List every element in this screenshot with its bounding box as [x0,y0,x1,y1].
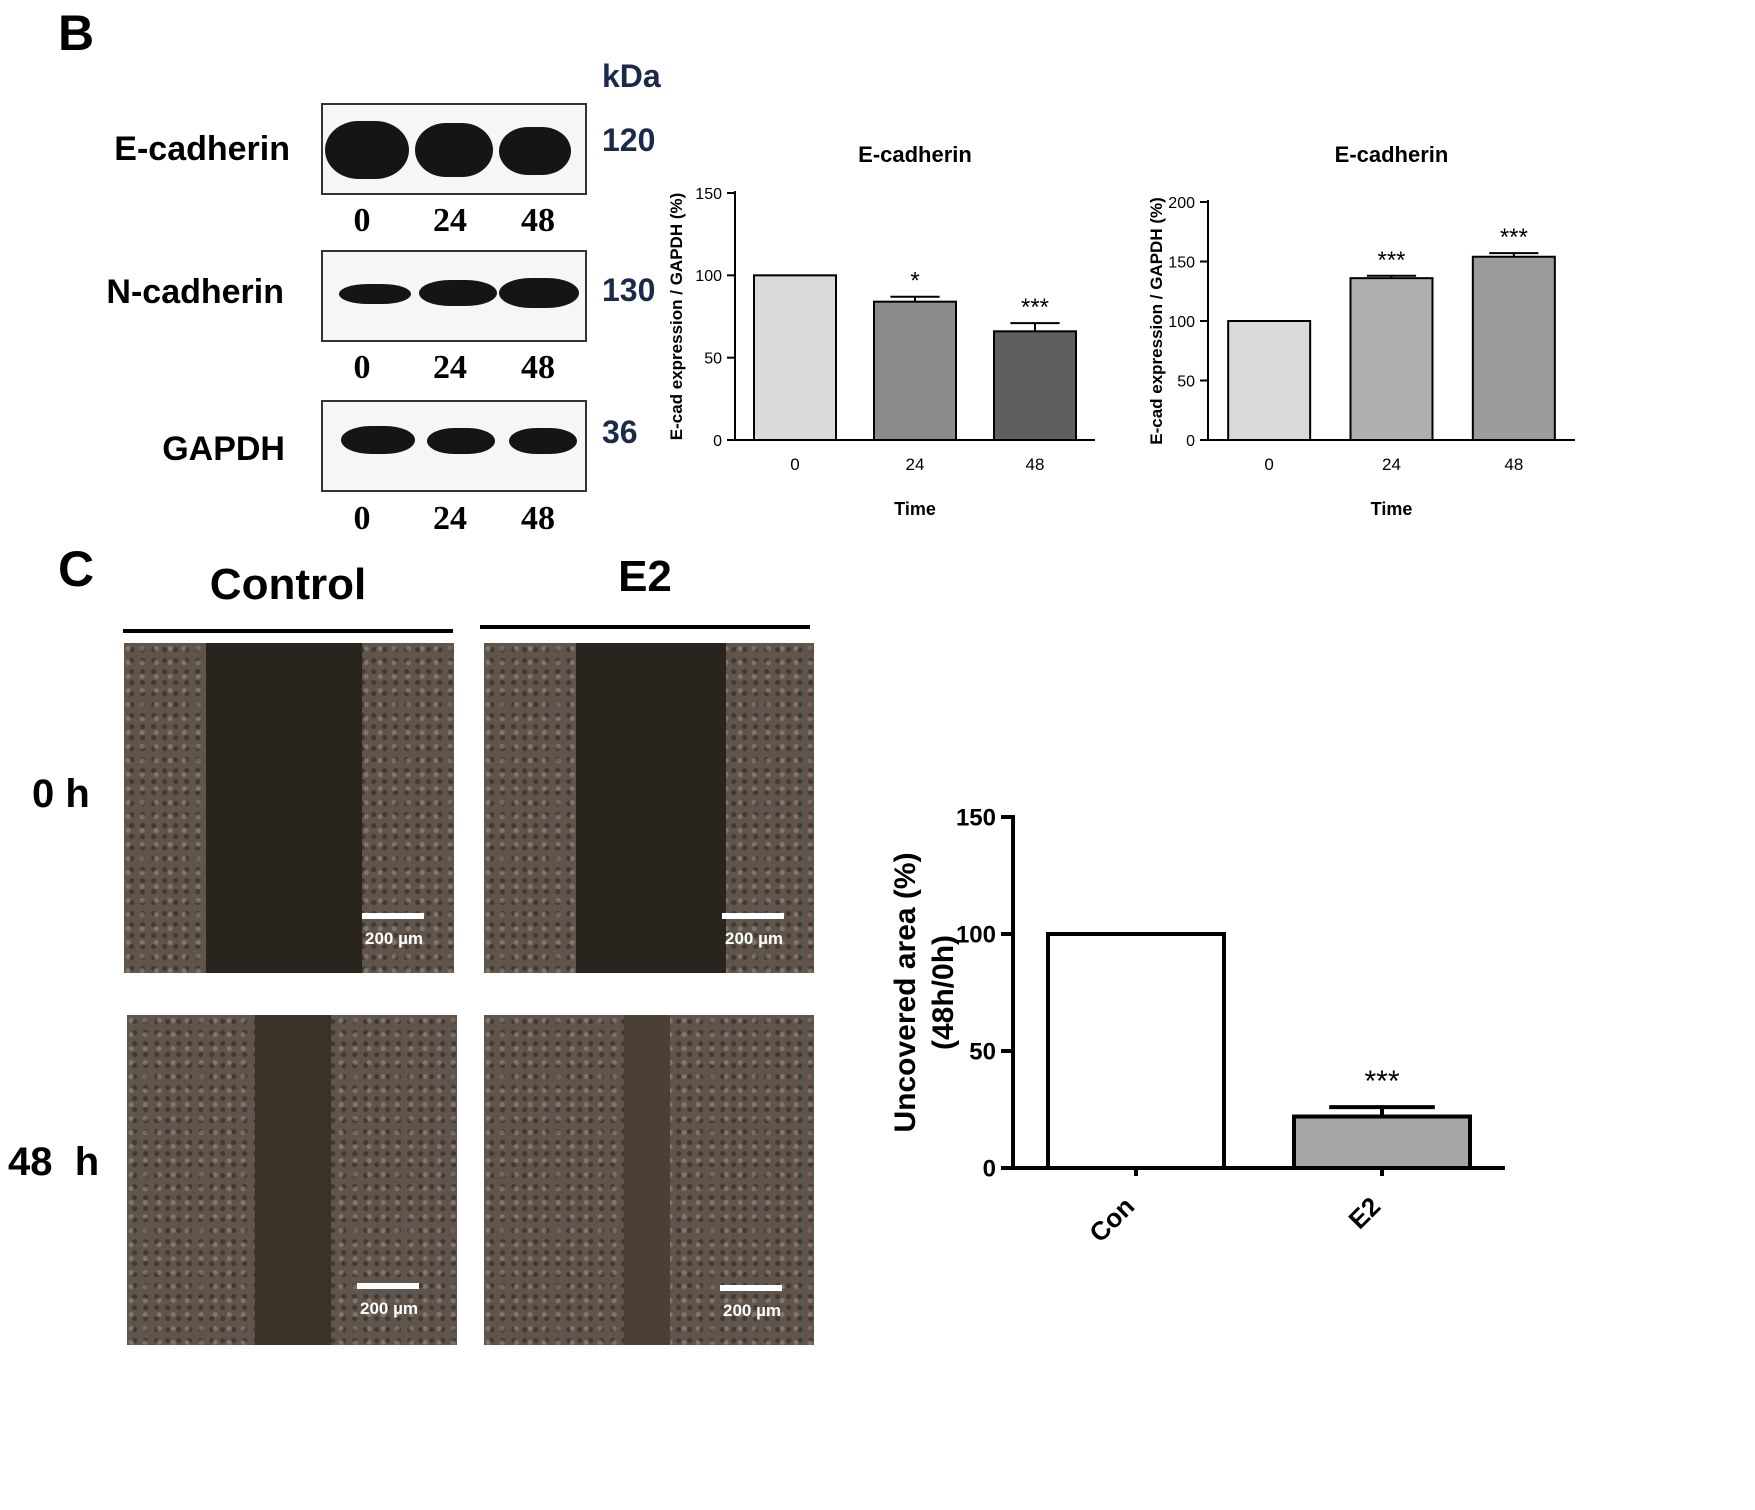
micrograph-control-0h: 200 µm [124,643,454,973]
wound-gap [206,643,362,973]
blot-band [509,428,577,454]
y-tick-label: 50 [969,1039,996,1066]
kda-value-gapdh: 36 [602,414,638,450]
uncovered-area-chart: 0 50 100 150 Uncovered area (%) (48h/0h) Con **… [889,805,1505,1248]
bar [993,330,1077,442]
wound-gap [624,1015,670,1345]
x-tick-label: 48 [1026,455,1045,474]
chart-title: E-cadherin [858,142,972,167]
wound-gap [255,1015,331,1345]
bar [873,300,957,441]
bar [1471,255,1556,441]
y-tick-label: 50 [704,350,722,367]
blot-band [499,127,571,175]
lane-label: 48 [521,202,555,239]
kda-unit-label: kDa [602,58,661,94]
lane-label: 0 [353,349,371,386]
panel-label-b: B [58,5,95,61]
x-tick-label: 24 [906,455,925,474]
lane-label: 24 [433,500,467,537]
blot-band [325,121,409,179]
y-tick-label: 100 [956,922,996,949]
condition-title-control: Control [209,560,367,609]
blot-label-gapdh: GAPDH [162,430,285,468]
scale-bar [720,1285,782,1291]
scale-bar-label: 200 µm [723,1301,781,1320]
lane-label: 24 [433,349,467,386]
y-tick-label: 0 [1186,433,1195,450]
blot-band [499,278,579,308]
timepoint-label-0h: 0 h [32,772,90,816]
y-tick-label: 100 [695,268,722,285]
y-tick-label: 150 [1168,254,1195,271]
wound-gap [576,643,726,973]
lane-label: 48 [521,349,555,386]
y-axis-label: E-cad expression / GAPDH (%) [1147,197,1166,445]
blot-band [419,280,497,306]
x-tick-label: Con [1083,1191,1140,1248]
blot-image-e-cadherin [321,103,587,195]
lane-label: 0 [353,202,371,239]
significance-marker: *** [1364,1065,1399,1098]
scale-bar [722,913,784,919]
y-tick-label: 0 [983,1156,996,1183]
y-tick-label: 100 [1168,314,1195,331]
scale-bar-label: 200 µm [365,929,423,948]
blot-label-n-cadherin: N-cadherin [106,273,284,311]
timepoint-label-48h: 48 h [8,1140,100,1184]
scale-bar-label: 200 µm [360,1299,418,1318]
scale-bar-label: 200 µm [725,929,783,948]
bar [753,274,837,441]
blot-band [341,426,415,454]
blot-band [339,284,411,304]
y-axis-label: (48h/0h) [927,935,960,1050]
scale-bar [357,1283,419,1289]
scale-bar [362,913,424,919]
y-axis-label: E-cad expression / GAPDH (%) [667,193,686,441]
significance-marker: *** [1021,294,1049,321]
lane-label: 0 [353,500,371,537]
condition-underline [123,629,453,633]
x-tick-label: E2 [1343,1191,1387,1235]
e-cadherin-decrease-chart: E-cadherin 0 50 100 150 E-cad expression / GA… [667,142,1095,519]
bar [1227,320,1312,441]
significance-marker: *** [1500,224,1528,251]
kda-value-n-cadherin: 130 [602,272,656,308]
lane-label: 48 [521,500,555,537]
micrograph-e2-48h: 200 µm [484,1015,814,1345]
y-tick-label: 50 [1177,373,1195,390]
blot-label-e-cadherin: E-cadherin [114,130,290,168]
blot-image-gapdh [321,400,587,492]
x-axis-label: Time [894,499,936,519]
panel-label-c: C [58,541,95,597]
x-tick-label: 48 [1504,455,1523,474]
x-axis-label: Time [1371,499,1413,519]
blot-image-n-cadherin [321,250,587,342]
condition-title-e2: E2 [618,552,672,601]
y-tick-label: 0 [713,433,722,450]
condition-underline [480,625,810,629]
blot-band [415,123,493,177]
x-tick-label: 24 [1382,455,1401,474]
x-tick-label: 0 [1264,455,1273,474]
blot-band [427,428,495,454]
micrograph-e2-0h: 200 µm [484,643,814,973]
lane-label: 24 [433,202,467,239]
bar [1046,932,1226,1170]
significance-marker: *** [1377,247,1405,274]
significance-marker: * [910,268,919,295]
y-tick-label: 150 [956,805,996,832]
y-axis-label: Uncovered area (%) [889,852,922,1132]
y-tick-label: 150 [695,186,722,203]
kda-value-e-cadherin: 120 [602,122,656,158]
bar [1349,277,1434,441]
chart-title: E-cadherin [1335,142,1449,167]
bar [1292,1114,1472,1170]
y-tick-label: 200 [1168,195,1195,212]
micrograph-control-48h: 200 µm [127,1015,457,1345]
x-tick-label: 0 [790,455,799,474]
